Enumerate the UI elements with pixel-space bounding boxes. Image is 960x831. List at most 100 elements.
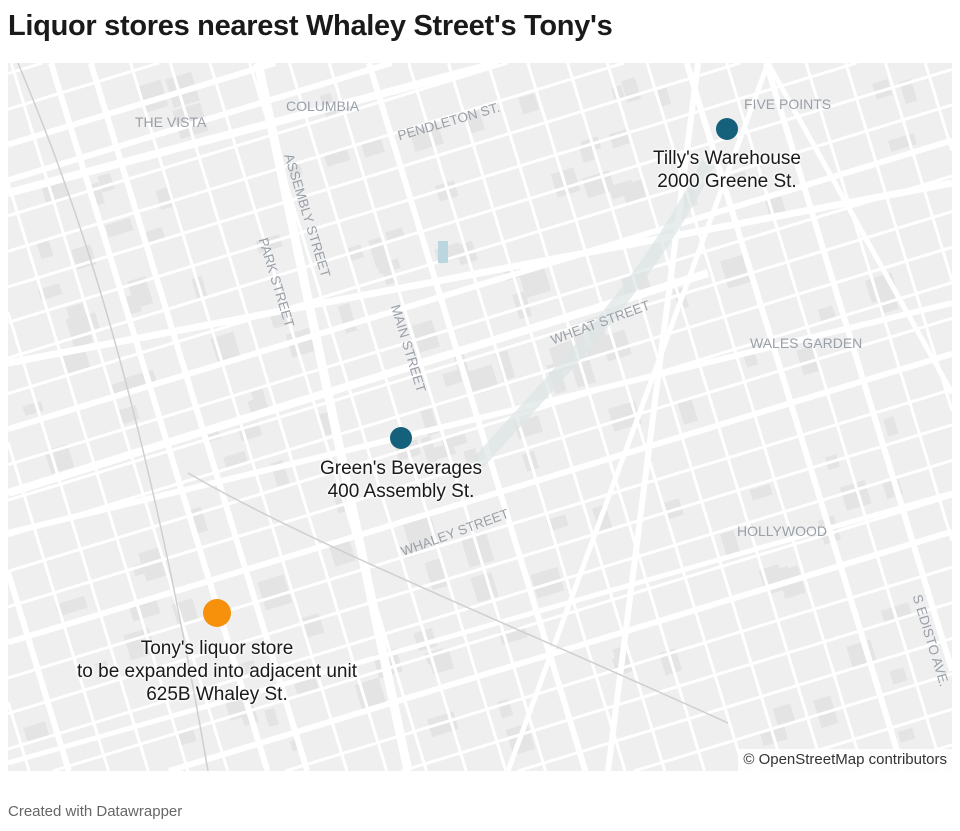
neighborhood-label: HOLLYWOOD xyxy=(737,523,827,539)
building-block xyxy=(880,602,913,625)
building-block xyxy=(264,707,279,728)
building-block xyxy=(463,448,480,466)
building-block xyxy=(897,727,916,743)
building-block xyxy=(584,339,615,359)
minor-road xyxy=(8,63,277,148)
store-marker-tonys[interactable] xyxy=(203,599,231,627)
building-block xyxy=(749,483,773,501)
store-label-greens: Green's Beverages 400 Assembly St. xyxy=(320,457,482,503)
store-marker-tillys[interactable] xyxy=(716,118,738,140)
major-road xyxy=(253,63,413,771)
neighborhood-label: COLUMBIA xyxy=(286,98,360,114)
building-block xyxy=(105,217,134,238)
minor-road xyxy=(52,494,952,771)
major-road xyxy=(8,63,500,197)
building-block xyxy=(441,431,468,450)
building-block xyxy=(270,311,290,329)
minor-road xyxy=(8,181,190,771)
building-block xyxy=(442,369,463,387)
minor-road xyxy=(8,63,741,289)
building-block xyxy=(317,411,335,437)
building-block xyxy=(883,416,899,437)
minor-road xyxy=(8,281,952,573)
store-name: Tony's liquor store xyxy=(140,638,294,659)
railway xyxy=(17,63,209,771)
store-address: 2000 Greene St. xyxy=(657,171,797,192)
minor-road xyxy=(8,210,952,502)
building-block xyxy=(223,450,249,470)
store-address: 625B Whaley St. xyxy=(146,684,288,705)
minor-road xyxy=(844,63,952,412)
building-block xyxy=(720,530,741,558)
building-block xyxy=(210,331,241,363)
building-block xyxy=(66,302,91,337)
minor-road xyxy=(8,245,952,538)
major-road xyxy=(765,63,952,395)
neighborhood-label: THE VISTA xyxy=(135,114,207,130)
building-block xyxy=(376,258,401,275)
building-block xyxy=(470,571,499,603)
building-block xyxy=(518,93,540,115)
minor-road xyxy=(401,601,952,771)
major-road xyxy=(8,490,952,766)
minor-road xyxy=(8,311,150,771)
road-network xyxy=(8,63,952,771)
map[interactable]: COLUMBIA THE VISTA FIVE POINTS WALES GAR… xyxy=(8,63,952,771)
store-label-tillys: Tilly's Warehouse 2000 Greene St. xyxy=(653,147,801,193)
store-name: Green's Beverages xyxy=(319,458,483,479)
minor-road xyxy=(8,459,952,751)
major-road xyxy=(8,179,952,367)
river xyxy=(472,159,715,468)
major-road xyxy=(505,63,771,771)
minor-road xyxy=(8,67,952,360)
minor-road xyxy=(8,350,952,646)
building-block xyxy=(22,400,44,417)
minor-road xyxy=(327,63,548,771)
building-block xyxy=(608,179,636,200)
major-road xyxy=(8,300,952,536)
building-block xyxy=(518,266,552,299)
minor-road xyxy=(168,528,952,771)
building-block xyxy=(138,547,168,582)
minor-road xyxy=(8,441,110,771)
building-block xyxy=(677,398,699,425)
building-block xyxy=(257,574,292,611)
store-address: 400 Assembly St. xyxy=(327,481,475,502)
store-name: Tilly's Warehouse xyxy=(653,148,801,169)
building-block xyxy=(36,239,54,260)
minor-road xyxy=(566,63,786,771)
minor-road xyxy=(8,174,952,467)
minor-road xyxy=(8,63,858,324)
store-note: to be expanded into adjacent unit xyxy=(77,661,357,682)
building-block xyxy=(247,398,262,414)
minor-road xyxy=(8,63,393,184)
building-block xyxy=(731,171,748,185)
store-marker-greens[interactable] xyxy=(390,427,412,449)
minor-road xyxy=(763,63,952,672)
major-road xyxy=(605,63,701,771)
map-attribution[interactable]: © OpenStreetMap contributors xyxy=(738,749,952,771)
building-block xyxy=(55,595,88,617)
minor-road xyxy=(8,103,952,395)
minor-road xyxy=(8,63,625,253)
minor-road xyxy=(8,137,952,432)
railway xyxy=(187,472,729,724)
pond xyxy=(438,241,448,263)
minor-road xyxy=(8,63,509,218)
minor-road xyxy=(633,672,952,771)
minor-road xyxy=(804,63,952,541)
building-block xyxy=(889,667,908,685)
building-block xyxy=(111,377,139,396)
neighborhood-label: WALES GARDEN xyxy=(750,335,863,351)
major-road xyxy=(8,269,710,497)
chart-title: Liquor stores nearest Whaley Street's To… xyxy=(8,10,613,42)
building-block xyxy=(578,144,595,163)
minor-road xyxy=(446,63,667,771)
building-block xyxy=(129,598,161,622)
minor-road xyxy=(8,63,44,76)
building-block xyxy=(94,660,110,675)
building-block xyxy=(354,677,387,713)
footer-credit: Created with Datawrapper xyxy=(8,803,183,820)
building-block xyxy=(117,405,140,425)
